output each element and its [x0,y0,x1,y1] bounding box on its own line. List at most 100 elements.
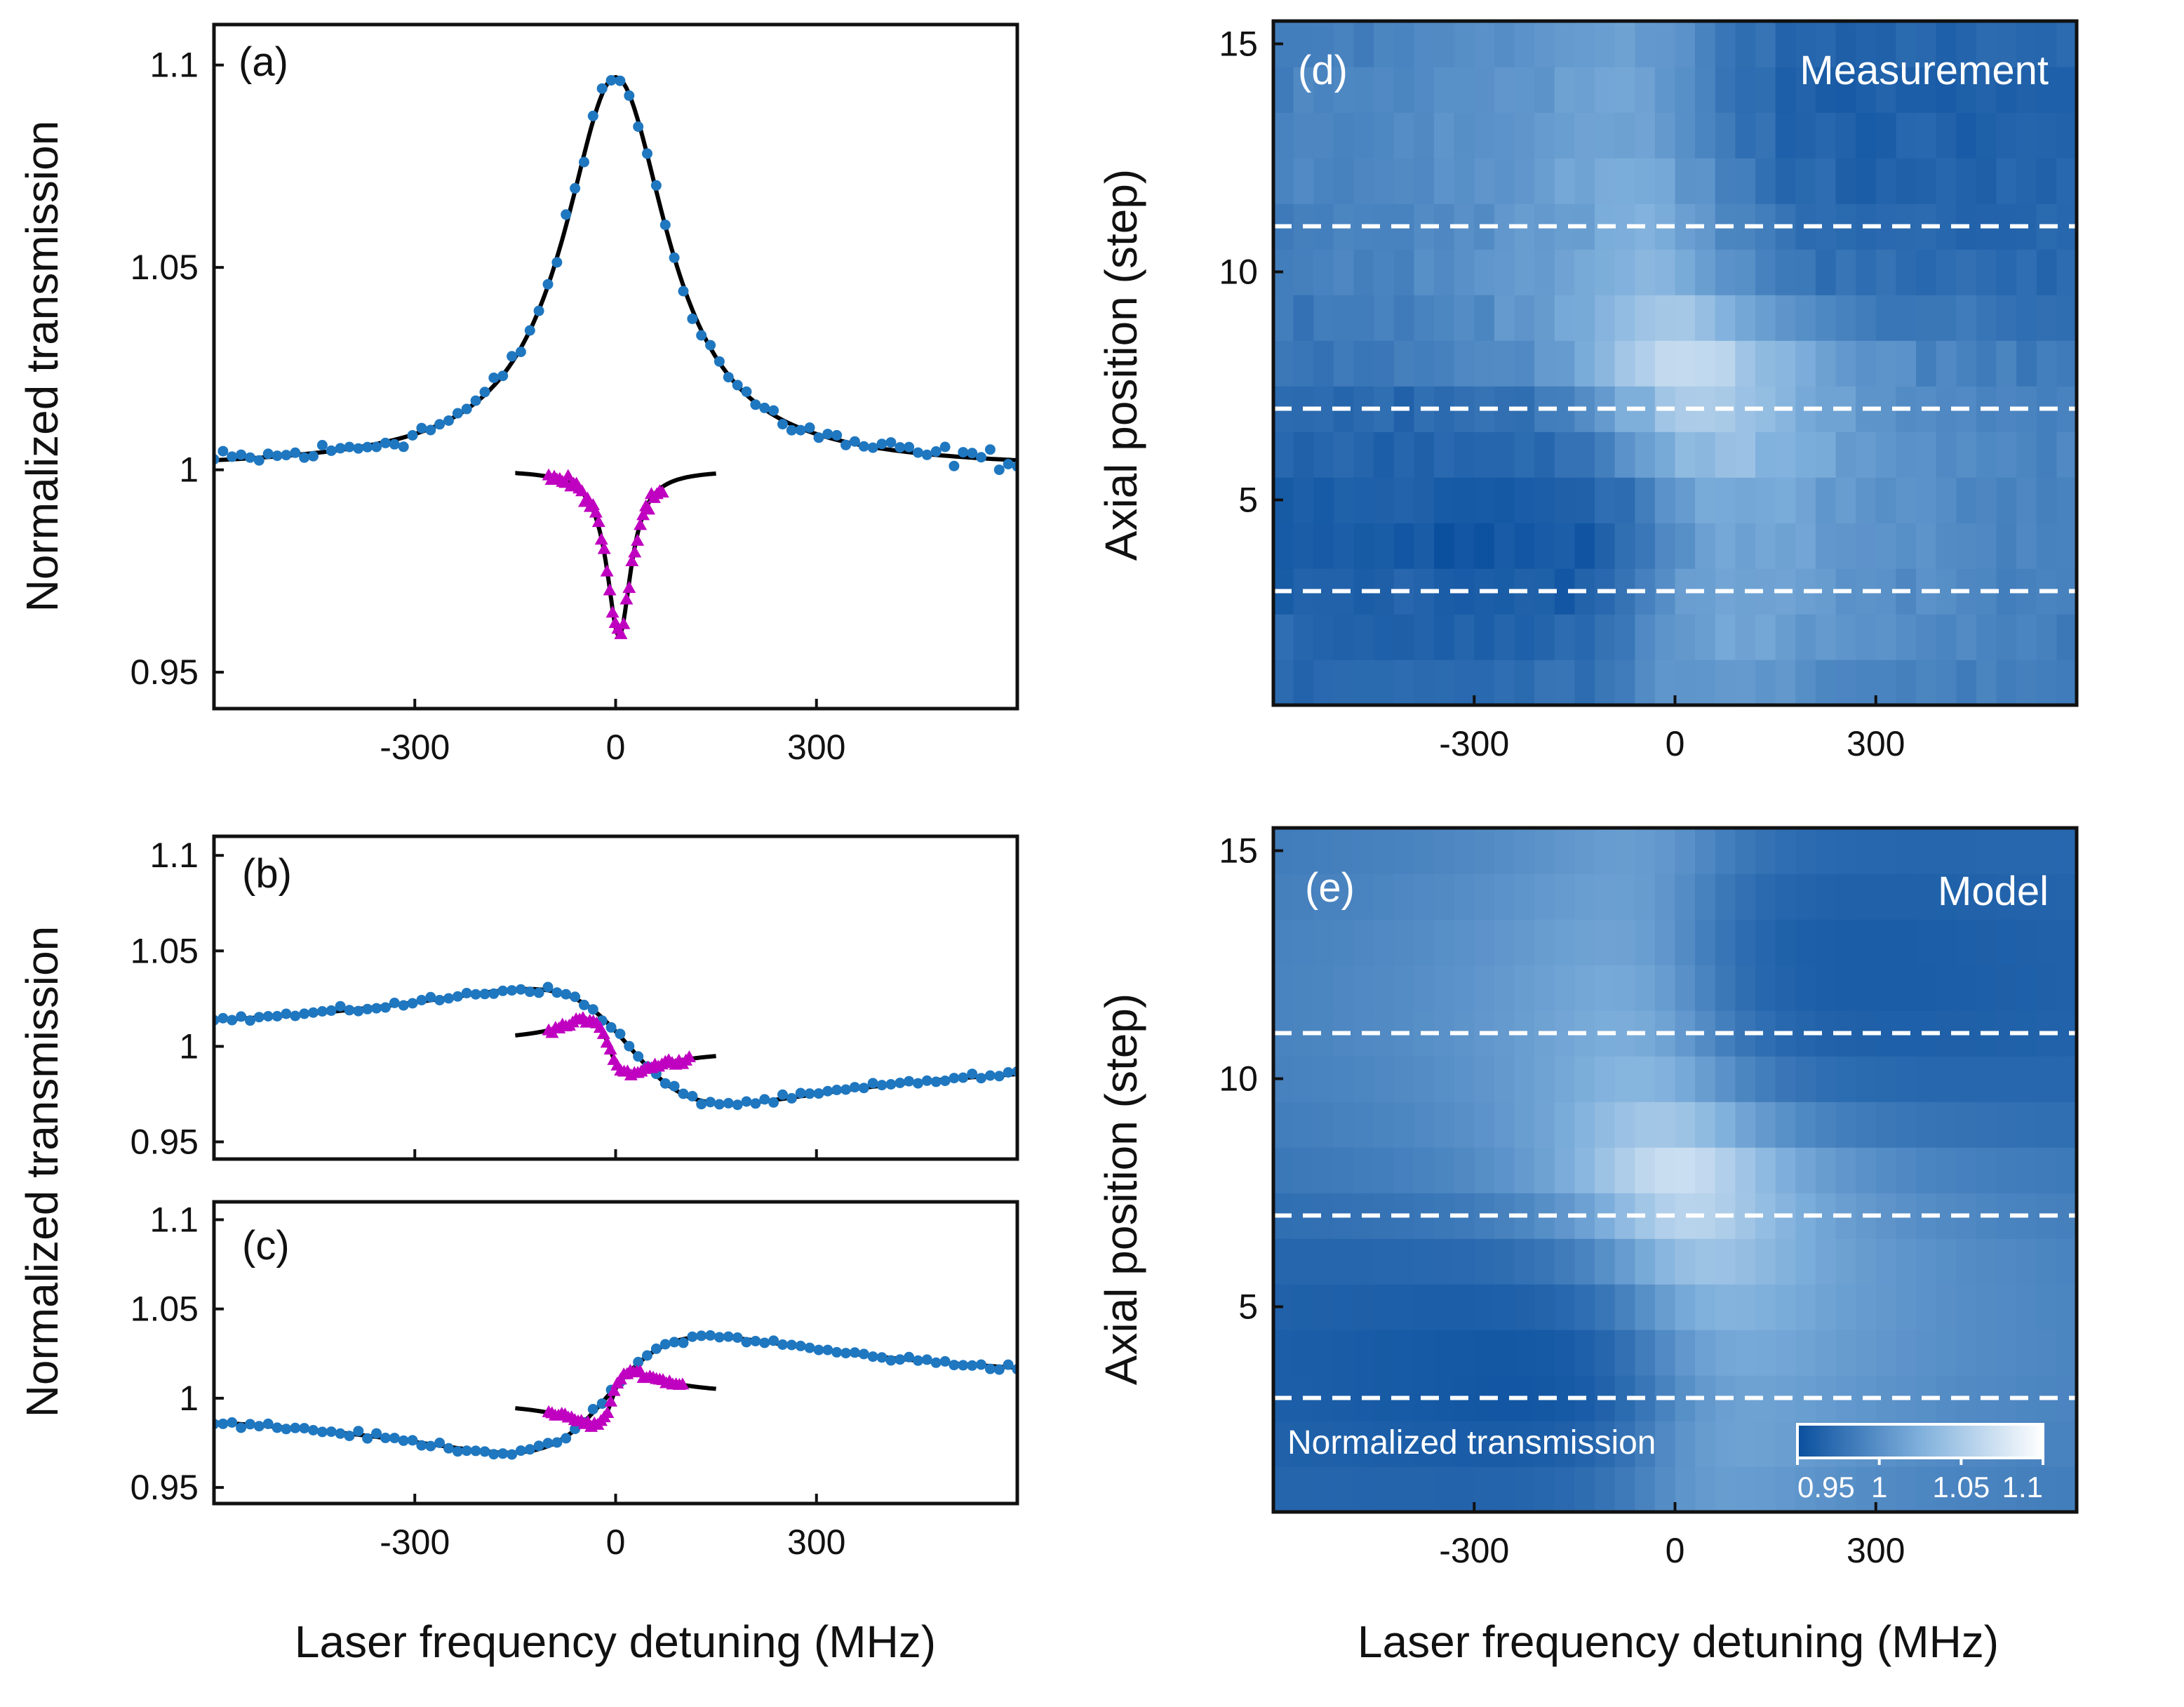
data-point-c-s0-82 [949,1360,960,1371]
data-point-b-s0-86 [984,1070,996,1081]
heatmap-cell-e-r8-c30 [1875,1102,1897,1148]
data-point-a-s0-71 [849,436,860,447]
heatmap-cell-d-r1-c24 [1755,614,1776,660]
heatmap-cell-e-r8-c22 [1715,1102,1736,1148]
data-point-c-s0-25 [434,1438,445,1448]
panel-d-title: Measurement [1800,48,2049,93]
heatmap-cell-d-r1-c29 [1856,614,1877,660]
heatmap-cell-d-r13-c38 [2036,67,2058,113]
heatmap-cell-d-r7-c10 [1474,340,1495,387]
heatmap-cell-e-r8-c4 [1353,1102,1374,1148]
heatmap-cell-d-r11-c27 [1815,158,1837,204]
heatmap-cell-d-r8-c0 [1273,295,1294,341]
heatmap-cell-e-r3-c0 [1273,1330,1294,1376]
data-point-a-s1-7 [561,469,575,481]
heatmap-cell-e-r7-c8 [1434,1147,1455,1193]
heatmap-cell-e-r0-c21 [1695,1466,1716,1512]
heatmap-cell-e-r7-c34 [1956,1147,1977,1193]
data-point-b-s0-50 [659,1078,671,1089]
heatmap-cell-e-r0-c17 [1614,1466,1635,1512]
data-point-b-s0-76 [895,1078,906,1088]
panel-b-label: (b) [242,851,292,897]
heatmap-cell-e-r14-c15 [1574,828,1595,874]
heatmap-cell-d-r4-c3 [1333,477,1355,523]
heatmap-cell-d-r9-c28 [1835,249,1856,295]
panel-d: -300 0 300 5 10 15 (d) Measurement Axial posi… [1096,19,2079,763]
heatmap-cell-e-r7-c36 [1996,1147,2017,1193]
heatmap-cell-e-r14-c27 [1815,828,1837,874]
heatmap-cell-e-r9-c34 [1956,1056,1977,1102]
data-point-a-s0-27 [452,408,463,419]
heatmap-cell-e-r1-c8 [1434,1421,1455,1467]
heatmap-cell-d-r12-c10 [1474,112,1495,159]
data-point-c-s0-23 [416,1440,427,1451]
data-point-a-s0-8 [281,450,292,461]
heatmap-cell-d-r11-c37 [2016,158,2037,204]
heatmap-cell-d-r3-c13 [1534,523,1555,569]
data-point-b-s0-28 [461,988,472,998]
heatmap-cell-d-r3-c28 [1835,523,1856,569]
heatmap-cell-e-r1-c0 [1273,1421,1294,1467]
heatmap-cell-d-r8-c16 [1595,295,1616,341]
heatmap-cell-d-r3-c5 [1374,523,1395,569]
heatmap-cell-e-r4-c2 [1313,1284,1334,1330]
heatmap-cell-e-r12-c12 [1514,919,1535,965]
heatmap-cell-d-r9-c6 [1393,249,1415,295]
panel-b-marks [214,982,1017,1111]
heatmap-cell-d-r3-c38 [2036,523,2058,569]
heatmap-cell-d-r1-c16 [1595,614,1616,660]
heatmap-cell-d-r4-c35 [1976,477,1997,523]
heatmap-cell-e-r13-c39 [2056,873,2077,920]
heatmap-cell-d-r13-c18 [1635,67,1656,113]
heatmap-cell-d-r5-c38 [2036,431,2058,478]
heatmap-cell-d-r7-c3 [1333,340,1355,387]
heatmap-cell-e-r11-c5 [1374,965,1395,1011]
heatmap-cell-e-r7-c31 [1896,1147,1917,1193]
heatmap-cell-d-r14-c22 [1715,21,1736,67]
heatmap-cell-d-r8-c23 [1735,295,1756,341]
data-point-a-s0-79 [921,449,932,460]
data-point-c-s0-12 [316,1426,328,1438]
heatmap-cell-e-r3-c19 [1654,1330,1676,1376]
heatmap-cell-e-r0-c28 [1835,1466,1856,1512]
heatmap-cell-e-r13-c11 [1494,873,1515,920]
heatmap-cell-d-r5-c33 [1936,431,1957,478]
data-point-c-s0-35 [524,1444,535,1455]
heatmap-cell-e-r9-c10 [1474,1056,1495,1102]
heatmap-cell-e-r8-c38 [2036,1102,2058,1148]
heatmap-cell-d-r9-c20 [1675,249,1696,295]
data-point-c-s0-61 [759,1337,770,1348]
heatmap-cell-e-r13-c18 [1635,873,1656,920]
heatmap-cell-e-r8-c26 [1795,1102,1816,1148]
heatmap-cell-d-r11-c38 [2036,158,2058,204]
data-point-c-s0-30 [479,1446,490,1457]
heatmap-cell-d-r3-c27 [1815,523,1837,569]
heatmap-cell-e-r7-c37 [2016,1147,2037,1193]
heatmap-cell-d-r8-c27 [1815,295,1837,341]
heatmap-cell-e-r11-c37 [2016,965,2037,1011]
heatmap-cell-d-r13-c24 [1755,67,1776,113]
heatmap-cell-d-r12-c28 [1835,112,1856,159]
heatmap-cell-e-r0-c10 [1474,1466,1495,1512]
data-point-c-s0-8 [281,1424,292,1435]
heatmap-cell-d-r11-c16 [1595,158,1616,204]
heatmap-cell-e-r0-c30 [1875,1466,1897,1512]
heatmap-cell-d-r8-c28 [1835,295,1856,341]
panel-d-frame [1271,19,2079,707]
heatmap-cell-d-r12-c11 [1494,112,1515,159]
heatmap-cell-d-r9-c36 [1996,249,2017,295]
data-point-c-s0-83 [958,1360,969,1371]
heatmap-cell-d-r3-c17 [1614,523,1635,569]
data-point-c-s0-28 [461,1445,472,1457]
data-point-c-s0-58 [732,1332,743,1343]
data-point-b-s0-7 [272,1010,283,1022]
heatmap-cell-e-r5-c7 [1414,1238,1435,1285]
heatmap-cell-e-r7-c33 [1936,1147,1957,1193]
heatmap-cell-e-r13-c10 [1474,873,1495,920]
heatmap-cell-e-r14-c21 [1695,828,1716,874]
heatmap-cell-d-r0-c21 [1695,660,1716,705]
data-point-a-s0-1 [217,446,229,457]
heatmap-cell-e-r4-c39 [2056,1284,2077,1330]
data-point-c-s0-84 [967,1360,978,1371]
heatmap-cell-d-r13-c8 [1434,67,1455,113]
